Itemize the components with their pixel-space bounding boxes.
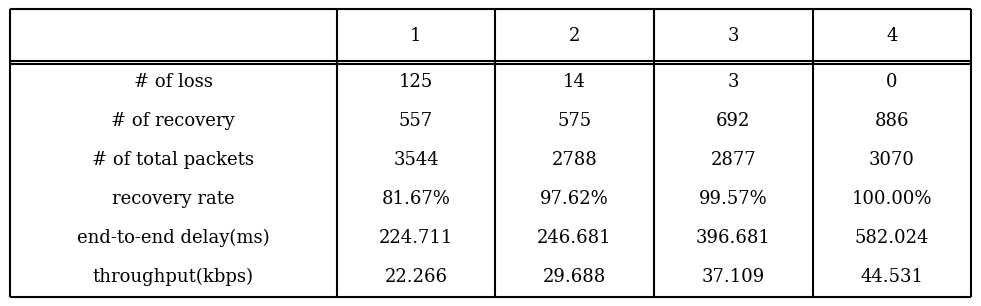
Text: 886: 886	[875, 112, 909, 130]
Text: # of loss: # of loss	[133, 73, 213, 91]
Text: 3544: 3544	[393, 151, 439, 169]
Text: 4: 4	[886, 27, 898, 45]
Text: recovery rate: recovery rate	[112, 190, 234, 208]
Text: 14: 14	[563, 73, 586, 91]
Text: 3070: 3070	[869, 151, 915, 169]
Text: 29.688: 29.688	[543, 268, 606, 286]
Text: 0: 0	[886, 73, 898, 91]
Text: 396.681: 396.681	[696, 229, 771, 247]
Text: 692: 692	[716, 112, 750, 130]
Text: 44.531: 44.531	[860, 268, 923, 286]
Text: throughput(kbps): throughput(kbps)	[93, 268, 254, 286]
Text: 1: 1	[410, 27, 422, 45]
Text: 37.109: 37.109	[701, 268, 765, 286]
Text: end-to-end delay(ms): end-to-end delay(ms)	[77, 229, 270, 247]
Text: 99.57%: 99.57%	[698, 190, 767, 208]
Text: 22.266: 22.266	[385, 268, 447, 286]
Text: 81.67%: 81.67%	[382, 190, 450, 208]
Text: 3: 3	[728, 27, 739, 45]
Text: 557: 557	[399, 112, 433, 130]
Text: 2877: 2877	[710, 151, 756, 169]
Text: 3: 3	[728, 73, 739, 91]
Text: # of recovery: # of recovery	[112, 112, 235, 130]
Text: 97.62%: 97.62%	[541, 190, 609, 208]
Text: 582.024: 582.024	[854, 229, 929, 247]
Text: 575: 575	[557, 112, 592, 130]
Text: # of total packets: # of total packets	[92, 151, 254, 169]
Text: 2: 2	[569, 27, 581, 45]
Text: 125: 125	[399, 73, 434, 91]
Text: 246.681: 246.681	[538, 229, 612, 247]
Text: 224.711: 224.711	[379, 229, 453, 247]
Text: 100.00%: 100.00%	[852, 190, 932, 208]
Text: 2788: 2788	[551, 151, 597, 169]
